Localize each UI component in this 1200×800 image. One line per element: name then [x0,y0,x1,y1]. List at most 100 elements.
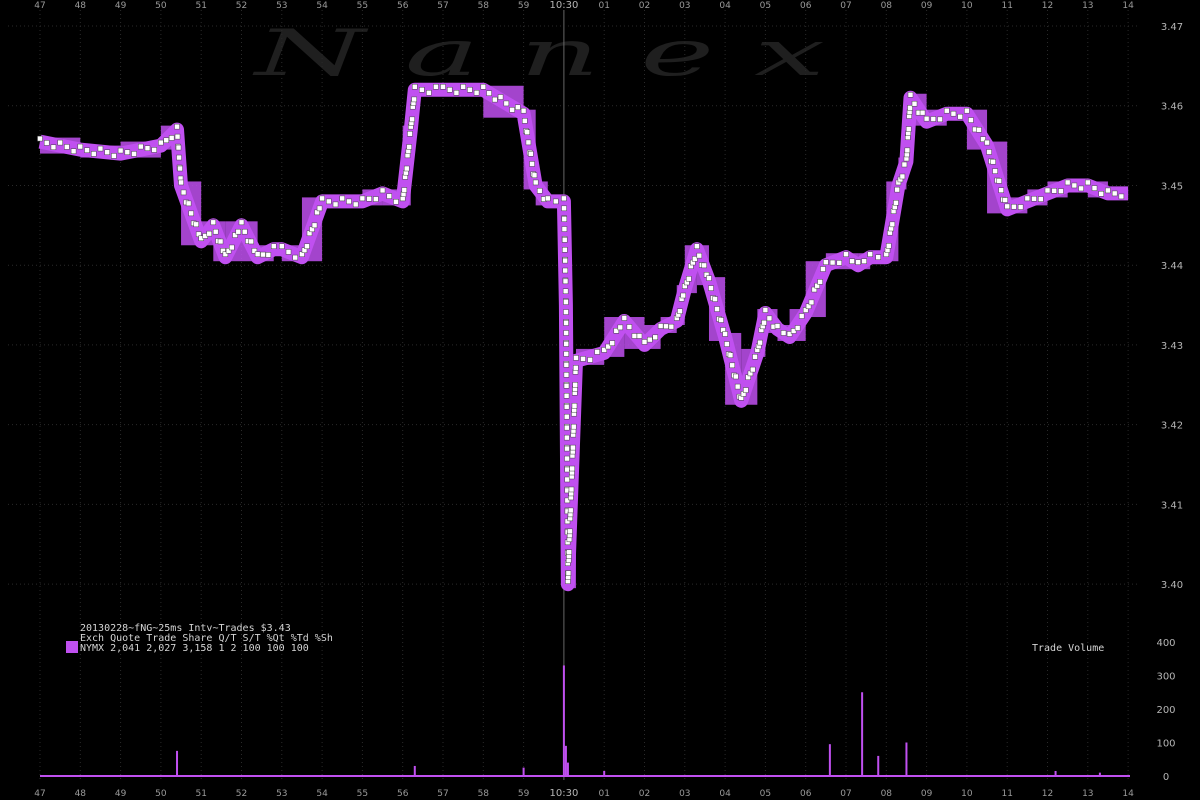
trade-marker [980,136,986,142]
trade-marker [509,107,515,113]
trade-marker [254,251,261,257]
trade-marker [749,366,756,373]
trade-marker [1071,182,1078,189]
trade-marker [802,307,809,313]
trade-marker [339,195,345,202]
trade-marker [446,87,453,93]
trade-marker [1011,203,1017,210]
quote-spread [926,109,947,126]
trade-marker [352,201,359,208]
trade-marker [996,178,1002,184]
quote-spread [898,157,907,190]
trade-marker [571,402,578,409]
x-tick-label-bottom: 11 [1001,789,1012,799]
volume-spike [562,665,565,776]
trade-marker [229,244,235,251]
trade-marker [641,339,648,345]
trade-marker [319,195,325,202]
x-tick-label-top: 54 [316,1,328,11]
trade-marker [411,96,417,103]
trade-marker [138,143,144,150]
trade-marker [694,243,700,249]
trade-marker [522,118,528,124]
trade-marker [503,100,510,107]
trade-marker [984,139,990,146]
trade-marker [919,109,926,116]
trade-marker [944,107,950,114]
trade-marker [563,299,569,305]
x-tick-label-bottom: 08 [881,789,893,799]
trade-marker [565,570,572,576]
trade-marker [621,315,628,321]
trade-marker [473,90,480,96]
trade-marker [636,333,643,339]
trade-marker [905,126,912,132]
x-tick-label-bottom: 02 [639,789,650,799]
x-tick-label-top: 03 [679,1,690,11]
trade-marker [794,325,801,331]
trade-marker [757,339,763,346]
price-tick-label: 3.43 [1161,341,1183,352]
volume-spike [1054,770,1057,776]
volume-spike [603,770,606,776]
trade-marker [1118,193,1125,200]
trade-marker [904,147,911,154]
trade-marker [998,187,1004,193]
x-tick-label-top: 53 [276,1,287,11]
quote-spread [757,309,766,357]
volume-spike [522,767,525,776]
trade-marker [285,249,292,255]
quote-spread [362,189,383,206]
x-tick-label-top: 04 [719,1,731,11]
trade-marker [407,131,413,137]
trade-marker [1044,187,1051,194]
quote-spread [410,85,415,134]
x-tick-label-top: 57 [437,1,448,11]
trade-marker [923,115,930,122]
price-tick-label: 3.42 [1161,421,1183,432]
trade-marker [528,150,534,157]
trade-marker [712,296,718,302]
trade-marker [1004,203,1010,210]
x-tick-label-bottom: 10 [961,789,973,799]
trade-marker [889,221,896,228]
volume-spike [566,762,569,776]
quote-spread [382,189,403,206]
volume-spike [828,744,831,776]
trade-marker [401,187,408,193]
x-tick-label-top: 09 [921,1,933,11]
trade-marker [131,151,137,157]
trade-marker [849,258,855,264]
volume-tick-label: 400 [1156,638,1175,649]
trade-marker [409,116,415,123]
trade-marker [151,147,157,153]
trade-marker [587,357,593,363]
x-tick-label-bottom: 07 [840,789,851,799]
trade-marker [930,116,937,122]
x-tick-label-top: 01 [598,1,609,11]
legend: 20130228~fNG~25ms Intv~Trades $3.43 Exch… [66,623,333,654]
quote-spread [565,301,568,589]
trade-marker [1024,195,1031,202]
trade-marker [718,317,724,323]
trade-marker [762,307,769,313]
trade-marker [1058,188,1064,194]
trade-marker [124,149,131,155]
trade-marker [562,278,569,285]
x-tick-label-bottom: 55 [357,789,368,799]
x-tick-label-bottom: 47 [34,789,45,799]
trade-marker [968,117,974,123]
trade-marker [520,107,527,114]
trade-marker [532,179,539,186]
trade-marker [617,324,624,331]
quote-spread [414,85,443,94]
trade-marker [701,262,707,269]
trade-marker [708,285,714,291]
x-tick-label-top: 47 [34,1,45,11]
trade-marker [561,237,568,243]
trade-marker [97,145,104,152]
price-tick-label: 3.46 [1161,102,1183,113]
quote-spread [1027,189,1048,206]
trade-marker [907,91,914,98]
trade-marker [545,195,551,202]
